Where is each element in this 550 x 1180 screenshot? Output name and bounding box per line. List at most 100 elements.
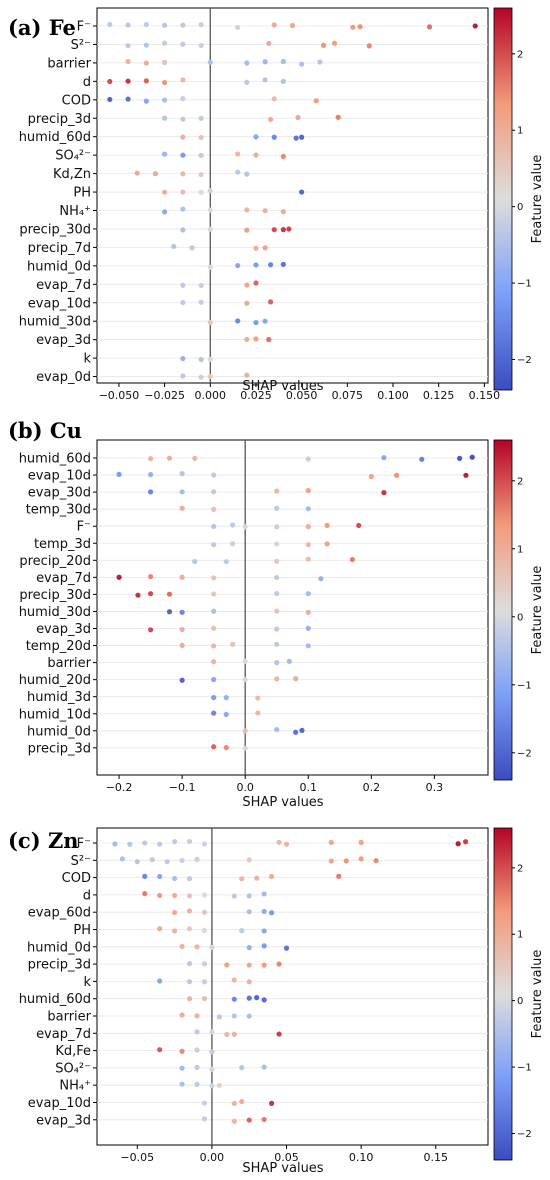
y-tick-label: COD (62, 93, 91, 108)
y-tick-label: barrier (47, 56, 91, 71)
shap-point (229, 522, 236, 528)
shap-point (274, 726, 280, 733)
shap-point (276, 839, 282, 845)
shap-point (180, 355, 186, 362)
shap-point (328, 839, 334, 846)
shap-point (148, 489, 154, 495)
shap-point (179, 505, 185, 511)
shap-point (271, 134, 277, 140)
shap-point (274, 541, 280, 547)
shap-point (267, 299, 274, 305)
y-tick-label: humid_0d (27, 940, 91, 955)
shap-point (186, 979, 193, 985)
shap-point (125, 96, 131, 102)
shap-point (207, 264, 213, 270)
shap-point (299, 727, 305, 734)
shap-point (293, 676, 299, 682)
colorbar-tick-label: 0 (517, 612, 523, 623)
shap-point (299, 61, 305, 67)
colorbar-gradient (493, 7, 513, 391)
panel-title: (c) Zn (8, 828, 79, 853)
shap-point (244, 372, 250, 378)
colorbar-gradient (493, 827, 513, 1161)
shap-point (179, 1081, 185, 1087)
shap-point (143, 42, 149, 48)
plot-area: humid_60d evap_10d evap_30d temp_30d F⁻ temp_… (19, 439, 489, 794)
shap-point (305, 488, 311, 494)
shap-point (180, 282, 186, 288)
shap-point (244, 60, 250, 66)
shap-point (162, 59, 168, 66)
shap-point (192, 455, 198, 461)
shap-point (305, 591, 311, 597)
y-tick-label: evap_7d (36, 571, 91, 586)
colorbar-tick-label: 0 (517, 202, 523, 213)
shap-point (201, 927, 208, 934)
y-tick-label: humid_30d (19, 605, 91, 620)
shap-point (244, 171, 250, 177)
shap-point (172, 875, 178, 882)
shap-point (209, 1049, 215, 1055)
colorbar: −2 −1 0 1 2 Feature value (493, 439, 545, 781)
y-tick-label: precip_30d (19, 588, 91, 603)
shap-point (246, 857, 252, 863)
shap-point (317, 59, 323, 65)
x-tick-label: 0.00 (200, 1151, 225, 1164)
shap-point (373, 858, 379, 864)
shap-point (295, 114, 301, 121)
shap-point (186, 960, 193, 967)
shap-point (179, 1012, 185, 1018)
y-tick-label: humid_10d (19, 707, 91, 722)
y-tick-label: evap_3d (36, 1113, 91, 1128)
x-tick-label: 0.3 (426, 781, 444, 794)
x-tick-label: 0.025 (240, 389, 272, 402)
shap-point (143, 98, 149, 104)
shap-point (274, 574, 280, 581)
shap-point (253, 245, 259, 251)
shap-point (305, 506, 311, 512)
colorbar-tick-label: −1 (517, 1063, 532, 1074)
shap-point (142, 891, 148, 897)
y-tick-label: humid_0d (27, 259, 91, 274)
shap-point (201, 995, 208, 1002)
shap-point (186, 876, 193, 882)
shap-point (211, 506, 217, 512)
shap-point (320, 42, 327, 49)
shap-point (211, 591, 217, 597)
shap-point (211, 472, 217, 478)
shap-point (162, 22, 168, 28)
shap-point (172, 838, 178, 845)
shap-point (179, 609, 185, 615)
shap-point (426, 24, 433, 30)
y-tick-label: SO₄²⁻ (55, 1061, 91, 1076)
shap-point (107, 21, 113, 28)
shap-point (198, 22, 204, 28)
shap-point (134, 170, 140, 176)
shap-point (157, 926, 163, 932)
plot-frame (96, 7, 489, 384)
shap-point (305, 609, 311, 615)
shap-point (179, 857, 185, 864)
shap-point (231, 1118, 237, 1124)
shap-point (244, 282, 250, 288)
shap-point (148, 627, 154, 633)
shap-point (194, 1013, 200, 1019)
shap-point (266, 336, 272, 343)
shap-point (293, 135, 299, 141)
shap-point (356, 522, 362, 529)
y-tick-label: evap_3d (36, 622, 91, 637)
x-tick-label: −0.1 (169, 781, 196, 794)
y-tick-label: NH₄⁺ (59, 1079, 91, 1094)
shap-point (142, 840, 148, 846)
shap-point (125, 58, 131, 65)
y-tick-label: evap_7d (36, 1027, 91, 1042)
shap-point (201, 979, 208, 985)
shap-point (261, 943, 267, 949)
shap-point (172, 928, 178, 934)
shap-point (112, 841, 118, 847)
shap-point (180, 373, 186, 379)
shap-point (235, 169, 241, 175)
shap-point (207, 59, 213, 65)
shap-point (143, 60, 149, 66)
shap-point (198, 299, 204, 305)
